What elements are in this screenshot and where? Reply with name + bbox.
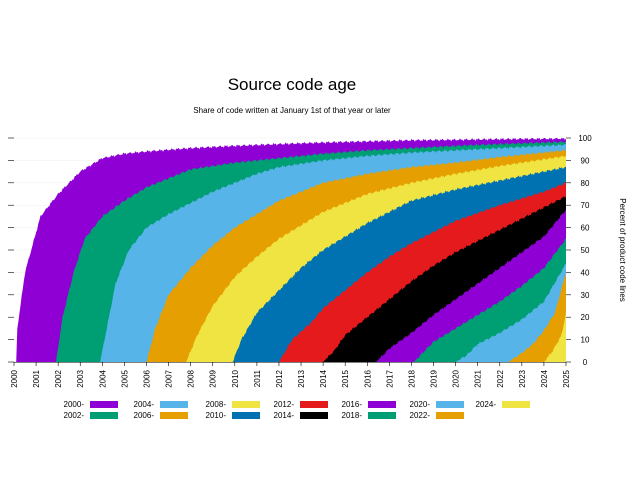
legend-label: 2000-: [64, 400, 85, 409]
legend-item: 2000-: [64, 400, 118, 409]
x-tick-label: 2016: [363, 369, 372, 387]
legend-label: 2014-: [274, 411, 295, 420]
y-tick-label: 40: [581, 268, 590, 277]
legend-swatch: [368, 412, 396, 419]
legend-label: 2024-: [476, 400, 497, 409]
x-tick-label: 2008: [187, 369, 196, 387]
x-tick-label: 2001: [32, 369, 41, 387]
legend-item: 2022-: [410, 411, 464, 420]
legend-item: 2004-: [134, 400, 188, 409]
area-series-2022: [508, 273, 566, 362]
x-tick-label: 2006: [142, 369, 151, 387]
x-tick-label: 2002: [54, 369, 63, 387]
legend-item: 2016-: [342, 400, 396, 409]
legend-label: 2018-: [342, 411, 363, 420]
legend-swatch: [232, 412, 260, 419]
legend-swatch: [368, 401, 396, 408]
y-axis-label: Percent of product code lines: [618, 198, 627, 302]
chart-title: Source code age: [228, 75, 357, 94]
plot-areas: [16, 138, 567, 362]
y-tick-label: 10: [581, 336, 590, 345]
legend-item: 2010-: [206, 411, 260, 420]
legend-swatch: [160, 401, 188, 408]
x-tick-label: 2011: [253, 369, 262, 387]
legend-item: 2014-: [274, 411, 328, 420]
x-tick-label: 2025: [562, 369, 571, 387]
legend-swatch: [232, 401, 260, 408]
x-tick-label: 2007: [165, 369, 174, 387]
legend-swatch: [436, 412, 464, 419]
x-tick-label: 2005: [120, 369, 129, 387]
x-tick-label: 2009: [209, 369, 218, 387]
y-tick-label: 90: [581, 156, 590, 165]
x-tick-label: 2004: [98, 369, 107, 387]
chart-subtitle: Share of code written at January 1st of …: [193, 106, 391, 115]
legend-swatch: [90, 412, 118, 419]
legend-label: 2004-: [134, 400, 155, 409]
y-tick-label: 20: [581, 313, 590, 322]
legend-label: 2012-: [274, 400, 295, 409]
x-axis: 2000 2001 2002 2003 2004 2005 2006 2007 2008 2009…: [10, 362, 571, 388]
x-tick-label: 2010: [231, 369, 240, 387]
legend-item: 2018-: [342, 411, 396, 420]
x-tick-label: 2014: [319, 369, 328, 387]
y-tick-label: 60: [581, 224, 590, 233]
legend-item: 2020-: [410, 400, 464, 409]
x-tick-label: 2017: [385, 369, 394, 387]
area-series-2024: [543, 311, 566, 362]
legend-item: 2024-: [476, 400, 530, 409]
x-tick-label: 2000: [10, 369, 19, 387]
y-tick-label: 80: [581, 179, 590, 188]
legend-label: 2010-: [206, 411, 227, 420]
y-tick-label: 0: [583, 358, 588, 367]
x-tick-label: 2020: [452, 369, 461, 387]
y-tick-label: 50: [581, 246, 590, 255]
y-tick-label: 30: [581, 291, 590, 300]
legend-swatch: [300, 412, 328, 419]
x-tick-label: 2013: [297, 369, 306, 387]
legend-label: 2020-: [410, 400, 431, 409]
x-tick-label: 2024: [540, 369, 549, 387]
legend-swatch: [160, 412, 188, 419]
legend-swatch: [90, 401, 118, 408]
legend-swatch: [502, 401, 530, 408]
x-tick-label: 2015: [341, 369, 350, 387]
x-tick-label: 2003: [76, 369, 85, 387]
legend-item: 2008-: [206, 400, 260, 409]
x-tick-label: 2021: [474, 369, 483, 387]
legend-item: 2012-: [274, 400, 328, 409]
y-tick-label: 70: [581, 201, 590, 210]
legend-swatch: [436, 401, 464, 408]
x-tick-label: 2019: [430, 369, 439, 387]
legend-label: 2008-: [206, 400, 227, 409]
legend-item: 2006-: [134, 411, 188, 420]
legend-swatch: [300, 401, 328, 408]
legend-label: 2022-: [410, 411, 431, 420]
x-tick-label: 2023: [518, 369, 527, 387]
x-tick-label: 2018: [407, 369, 416, 387]
x-tick-label: 2012: [275, 369, 284, 387]
y-tick-label: 100: [578, 134, 592, 143]
legend-label: 2016-: [342, 400, 363, 409]
legend-label: 2006-: [134, 411, 155, 420]
legend-item: 2002-: [64, 411, 118, 420]
x-tick-label: 2022: [496, 369, 505, 387]
legend-label: 2002-: [64, 411, 85, 420]
y-axis: 0 10 20 30 40 50 60 70 80 90 100: [8, 134, 592, 367]
legend: 2000- 2002- 2004- 2006- 2008- 2010- 2012- 2014-…: [64, 400, 530, 420]
